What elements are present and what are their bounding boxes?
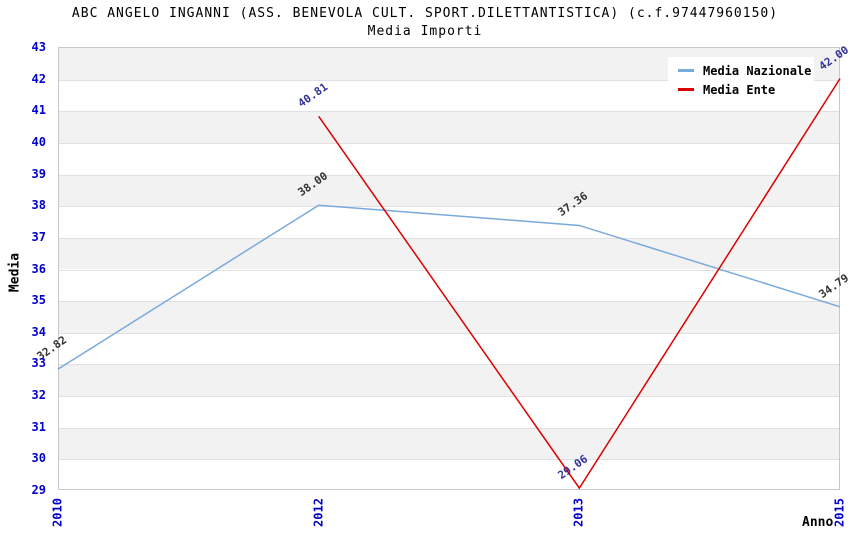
x-axis-title: Anno: [802, 515, 834, 530]
background-band: [59, 427, 839, 460]
gridline: [59, 142, 839, 144]
background-band: [59, 237, 839, 270]
legend-line-marker-red: [678, 88, 694, 91]
gridline: [59, 237, 839, 239]
legend-item-media-nazionale: Media Nazionale: [668, 61, 814, 80]
legend-line-marker-blue: [678, 69, 694, 72]
chart-subtitle: Media Importi: [367, 24, 483, 39]
y-tick-label: 41: [31, 103, 46, 118]
y-tick-label: 42: [31, 71, 46, 86]
y-tick-label: 29: [31, 483, 46, 497]
x-tick-label: 2015: [832, 498, 847, 527]
background-band: [59, 111, 839, 143]
y-tick-label: 36: [31, 261, 46, 276]
y-tick-label: 40: [31, 134, 46, 149]
gridline: [59, 111, 839, 113]
y-tick-label: 37: [31, 229, 46, 244]
background-band: [59, 174, 839, 207]
chart-title: ABC ANGELO INGANNI (ASS. BENEVOLA CULT. …: [71, 6, 779, 21]
x-tick-label: 2013: [571, 498, 586, 527]
series-line-media-ente: [318, 78, 841, 490]
gridline: [59, 459, 839, 461]
gridline: [59, 396, 839, 398]
gridline: [59, 364, 839, 366]
plot-area: [58, 47, 840, 490]
gridline: [59, 79, 839, 81]
x-tick-label: 2010: [50, 498, 65, 527]
y-tick-label: 30: [31, 451, 46, 466]
gridline: [59, 427, 839, 429]
y-tick-label: 35: [31, 293, 46, 308]
y-tick-label: 31: [31, 419, 46, 434]
y-tick-label: 32: [31, 388, 46, 403]
gridline: [59, 269, 839, 271]
legend-label: Media Ente: [703, 82, 776, 97]
gridline: [59, 206, 839, 208]
y-tick-label: 39: [31, 166, 46, 181]
y-tick-label: 38: [31, 198, 46, 213]
background-band: [59, 364, 839, 397]
legend-label: Media Nazionale: [703, 63, 812, 78]
series-line-media-nazionale: [57, 204, 841, 370]
y-tick-label: 33: [31, 356, 46, 371]
legend-item-media-ente: Media Ente: [668, 80, 814, 99]
gridline: [59, 332, 839, 334]
y-tick-label: 43: [31, 40, 46, 54]
gridline: [59, 174, 839, 176]
y-tick-label: 34: [31, 324, 46, 339]
background-band: [59, 301, 839, 333]
x-tick-label: 2012: [311, 498, 326, 527]
legend: Media Nazionale Media Ente: [668, 57, 814, 103]
